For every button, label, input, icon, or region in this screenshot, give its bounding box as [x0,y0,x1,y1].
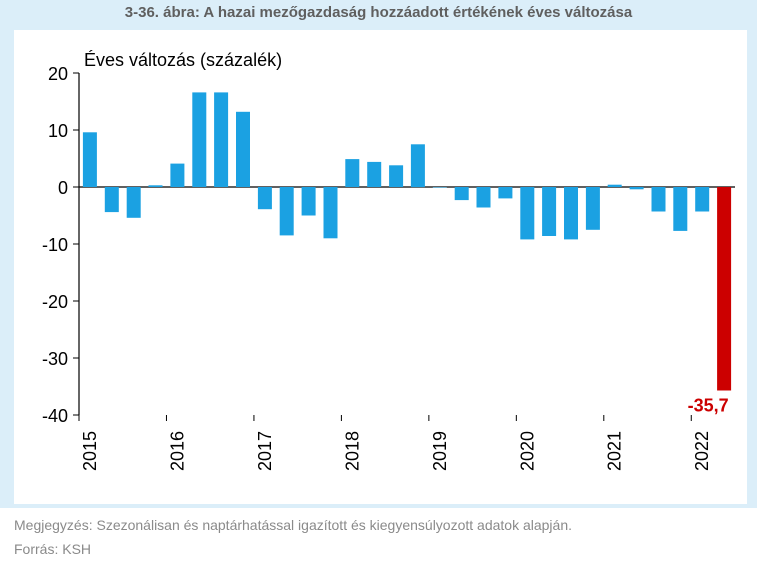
bar [410,144,425,188]
x-tick-label: 2020 [517,431,537,471]
bar [454,187,469,201]
bar [345,159,360,187]
x-tick-label: 2019 [430,431,450,471]
bar [301,187,316,216]
bars [82,92,732,391]
chart-source: Forrás: KSH [14,541,92,557]
bar [104,187,119,213]
bar [170,163,185,187]
x-tick-label: 2021 [605,431,625,471]
y-axis-label: Éves változás (százalék) [84,50,282,70]
bar [651,187,666,212]
chart-panel [14,30,747,504]
bar-chart: Éves változás (százalék) 20 10 0 -10 -20 -30 -… [42,50,735,471]
y-ticks: 20 10 0 -10 -20 -30 -40 [42,64,79,426]
bar [236,111,250,187]
bar [257,187,272,210]
bar [148,185,163,187]
bar [432,187,447,188]
x-tick-label: 2018 [342,431,362,471]
bar [82,132,97,187]
y-tick-label: -40 [42,406,68,426]
chart-title: 3-36. ábra: A hazai mezőgazdaság hozzáad… [124,4,633,21]
bar [673,187,688,231]
bar [192,92,207,187]
bar [323,187,338,239]
x-tick-label: 2016 [167,431,187,471]
bar [476,187,491,208]
bar [695,187,710,212]
highlight-data-label: -35,7 [688,396,729,416]
bar [498,187,513,199]
chart-note: Megjegyzés: Szezonálisan és naptárhatáss… [14,517,573,533]
bar [607,184,622,187]
bar [389,165,404,187]
x-tick-label: 2015 [80,431,100,471]
y-tick-label: -30 [42,349,68,369]
bar [629,187,644,190]
x-tick-label: 2022 [692,431,712,471]
bar [214,92,229,187]
y-tick-label: -10 [42,235,68,255]
x-tick-labels: 2015 2016 2017 2018 2019 2020 2021 2022 [78,415,712,471]
y-tick-label: 10 [48,121,68,141]
y-tick-label: 0 [58,178,68,198]
y-tick-label: -20 [42,292,68,312]
bar [542,187,557,236]
y-tick-label: 20 [48,64,68,84]
bar [126,187,141,218]
x-tick-label: 2017 [255,431,275,471]
bar-highlight [717,187,732,391]
bar [367,161,382,187]
bar [520,187,535,240]
axes [78,73,735,415]
bar [279,187,294,236]
bar [564,187,578,240]
bar [585,187,600,230]
